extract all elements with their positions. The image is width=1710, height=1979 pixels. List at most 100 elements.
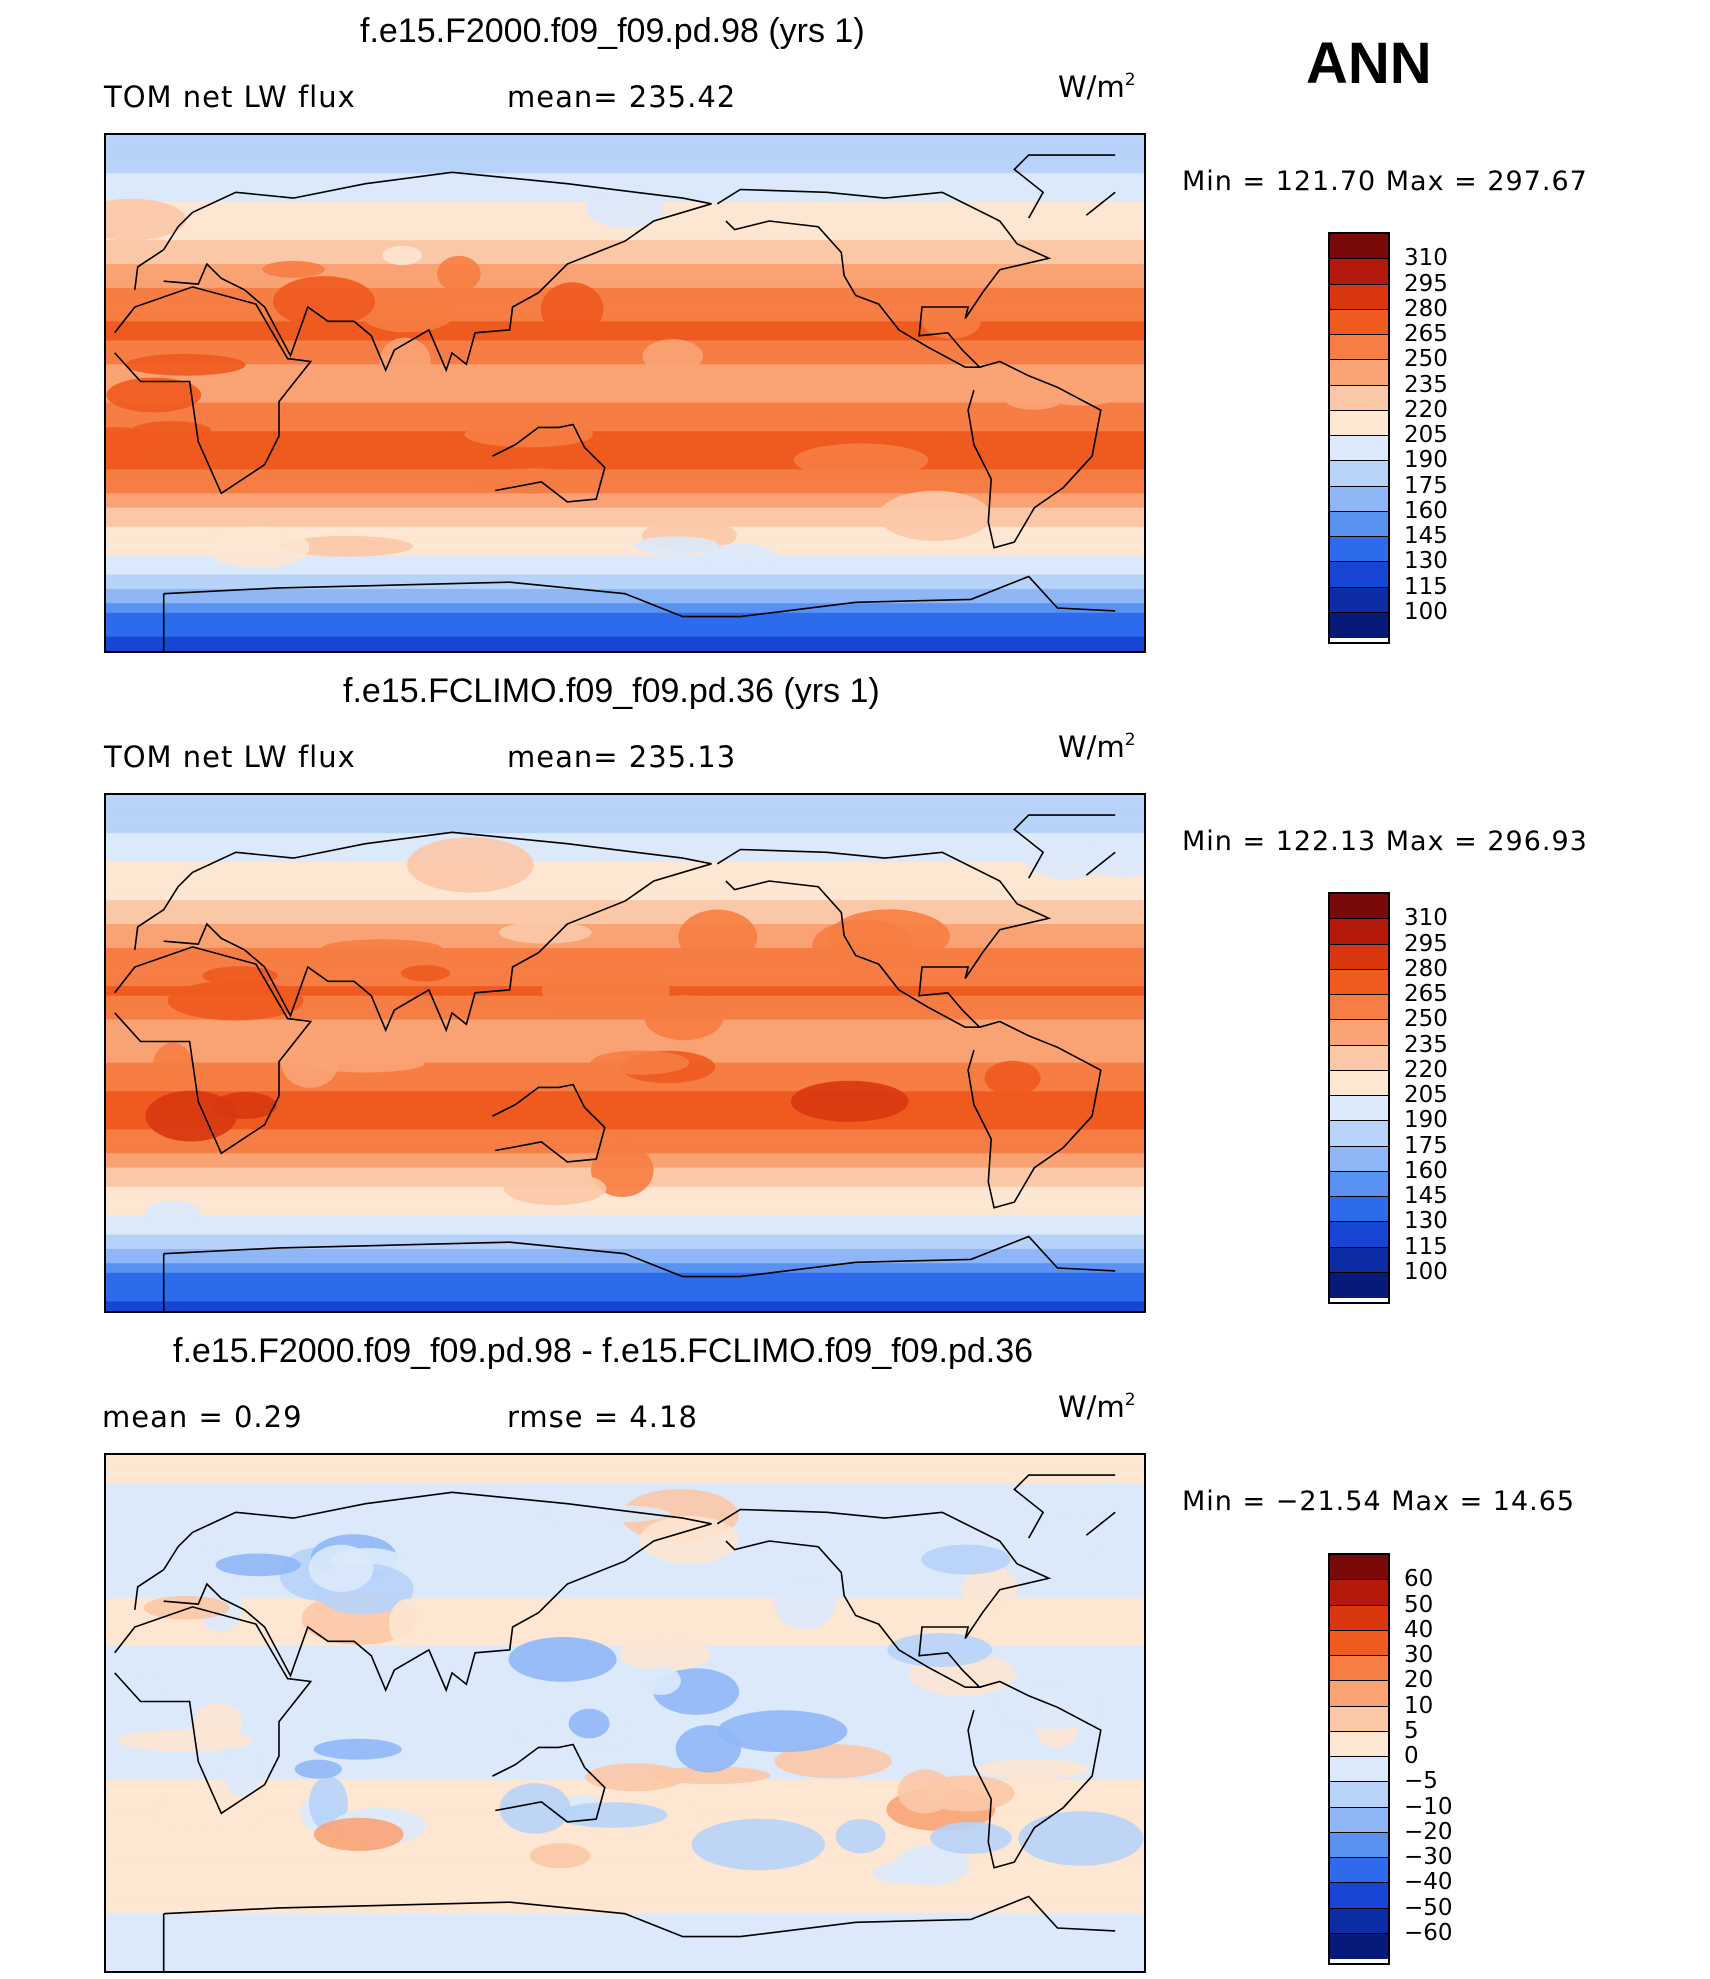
field-anomaly xyxy=(984,1060,1041,1096)
zonal-band xyxy=(106,947,1144,954)
zonal-band xyxy=(106,1215,1144,1221)
zonal-band xyxy=(106,278,1144,284)
colorbar-swatch xyxy=(1330,1832,1388,1858)
zonal-band xyxy=(106,536,1144,542)
zonal-band xyxy=(106,302,1144,308)
zonal-band xyxy=(106,1220,1144,1226)
zonal-band xyxy=(106,828,1144,834)
zonal-band xyxy=(106,900,1144,906)
zonal-band xyxy=(106,1033,1144,1040)
zonal-band xyxy=(106,943,1144,949)
field-anomaly xyxy=(280,535,414,557)
colorbar-swatch xyxy=(1330,436,1388,462)
zonal-band xyxy=(106,1201,1144,1207)
colorbar-swatch xyxy=(1330,1782,1388,1808)
zonal-band xyxy=(106,522,1144,528)
zonal-band xyxy=(106,1105,1144,1111)
zonal-band xyxy=(106,1942,1144,1958)
zonal-band xyxy=(106,407,1144,413)
zonal-band xyxy=(106,1096,1144,1102)
field-anomaly xyxy=(155,1789,269,1833)
colorbar-tick-label: −10 xyxy=(1404,1793,1453,1820)
zonal-band xyxy=(106,474,1144,480)
colorbar-swatch xyxy=(1330,1197,1388,1223)
field-anomaly xyxy=(540,282,604,337)
field-anomaly xyxy=(361,296,454,333)
zonal-band xyxy=(106,345,1144,351)
zonal-band xyxy=(106,1713,1144,1719)
zonal-band xyxy=(106,287,1144,294)
zonal-band xyxy=(106,1665,1144,1676)
colorbar-tick-label: 235 xyxy=(1404,371,1448,398)
colorbar-swatch xyxy=(1330,1096,1388,1122)
coastline-europe-asia xyxy=(134,831,712,1033)
zonal-band xyxy=(106,1081,1144,1087)
zonal-band xyxy=(106,268,1144,275)
field-anomaly xyxy=(1034,1512,1113,1555)
zonal-band xyxy=(106,1091,1144,1097)
zonal-band xyxy=(106,163,1144,169)
field-anomaly xyxy=(130,421,211,441)
panel-1-unit: W/m2 xyxy=(1058,70,1136,104)
field-anomaly xyxy=(499,1783,571,1834)
zonal-band xyxy=(106,818,1144,825)
coastline-europe-asia xyxy=(134,1491,712,1693)
field-anomaly xyxy=(977,1758,1089,1780)
colorbar-swatch xyxy=(1330,1656,1388,1682)
panel-1-variable: TOM net LW flux xyxy=(104,80,356,114)
zonal-band xyxy=(106,526,1144,533)
zonal-band xyxy=(106,857,1144,863)
zonal-band xyxy=(106,158,1144,165)
zonal-band xyxy=(106,168,1144,174)
colorbar-tick-label: 130 xyxy=(1404,548,1448,575)
panel-3-title: f.e15.F2000.f09_f09.pd.98 - f.e15.FCLIMO… xyxy=(173,1332,1034,1370)
zonal-band xyxy=(106,622,1144,628)
zonal-band xyxy=(106,436,1144,442)
zonal-band xyxy=(106,876,1144,882)
field-anomaly xyxy=(117,1729,253,1752)
field-anomaly xyxy=(167,980,304,1021)
field-anomaly xyxy=(308,1544,374,1592)
zonal-band xyxy=(106,890,1144,896)
panel-2-mean: mean= 235.13 xyxy=(507,740,737,774)
zonal-band xyxy=(106,340,1144,346)
zonal-band xyxy=(106,1698,1144,1704)
zonal-band xyxy=(106,1086,1144,1092)
field-anomaly xyxy=(585,1763,686,1792)
zonal-band xyxy=(106,957,1144,963)
zonal-band xyxy=(106,483,1144,490)
zonal-band xyxy=(106,1703,1144,1709)
zonal-band xyxy=(106,326,1144,332)
colorbar-tick-label: −60 xyxy=(1404,1919,1453,1946)
panel-1-map xyxy=(104,133,1146,653)
field-anomaly xyxy=(887,1632,993,1668)
field-anomaly xyxy=(568,1708,610,1739)
season-label: ANN xyxy=(1306,31,1432,96)
colorbar-swatch xyxy=(1330,1908,1388,1934)
colorbar-swatch xyxy=(1330,284,1388,310)
colorbar-tick-label: 265 xyxy=(1404,981,1448,1007)
field-anomaly xyxy=(503,1171,607,1206)
colorbar-tick-label: 280 xyxy=(1404,295,1448,322)
zonal-band xyxy=(106,636,1144,642)
colorbar-tick-label: 235 xyxy=(1404,1031,1448,1058)
colorbar-swatch xyxy=(1330,486,1388,512)
field-anomaly xyxy=(388,1598,428,1648)
coastline-australia xyxy=(492,423,606,503)
zonal-band xyxy=(106,450,1144,456)
zonal-band xyxy=(106,550,1144,556)
field-anomaly xyxy=(321,939,443,958)
colorbar-tick-label: 20 xyxy=(1404,1667,1434,1694)
coastline-greenland xyxy=(1013,154,1116,219)
zonal-band xyxy=(106,464,1144,470)
zonal-band xyxy=(106,397,1144,404)
panel-1-colorbar xyxy=(1328,232,1390,644)
zonal-band xyxy=(106,135,1144,141)
colorbar-swatch xyxy=(1330,1858,1388,1884)
zonal-band xyxy=(106,579,1144,585)
field-anomaly xyxy=(106,377,202,413)
colorbar-tick-label: 310 xyxy=(1404,905,1448,932)
zonal-band xyxy=(106,1751,1144,1762)
colorbar-swatch xyxy=(1330,1171,1388,1197)
coastline-africa xyxy=(114,286,313,495)
